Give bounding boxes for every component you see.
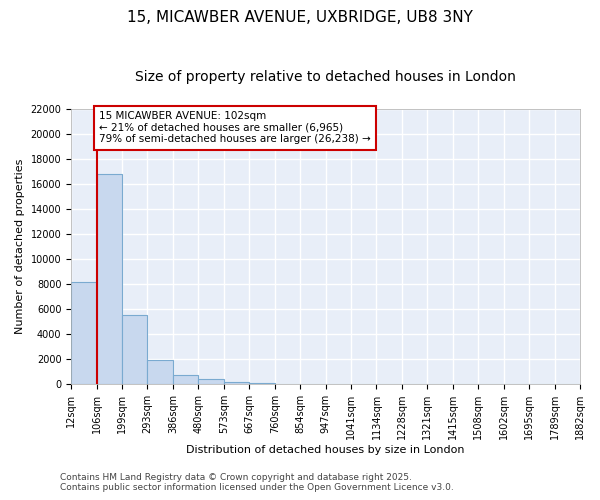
- Bar: [122, 316, 148, 384]
- Text: Contains HM Land Registry data © Crown copyright and database right 2025.
Contai: Contains HM Land Registry data © Crown c…: [60, 473, 454, 492]
- Text: 15 MICAWBER AVENUE: 102sqm
← 21% of detached houses are smaller (6,965)
79% of s: 15 MICAWBER AVENUE: 102sqm ← 21% of deta…: [99, 112, 371, 144]
- Text: 15, MICAWBER AVENUE, UXBRIDGE, UB8 3NY: 15, MICAWBER AVENUE, UXBRIDGE, UB8 3NY: [127, 10, 473, 25]
- Bar: [224, 382, 249, 384]
- Bar: [249, 383, 275, 384]
- Bar: [148, 360, 173, 384]
- Title: Size of property relative to detached houses in London: Size of property relative to detached ho…: [135, 70, 516, 84]
- Y-axis label: Number of detached properties: Number of detached properties: [15, 159, 25, 334]
- Bar: [173, 375, 199, 384]
- Bar: [97, 174, 122, 384]
- Bar: [199, 379, 224, 384]
- X-axis label: Distribution of detached houses by size in London: Distribution of detached houses by size …: [187, 445, 465, 455]
- Bar: [71, 282, 97, 384]
